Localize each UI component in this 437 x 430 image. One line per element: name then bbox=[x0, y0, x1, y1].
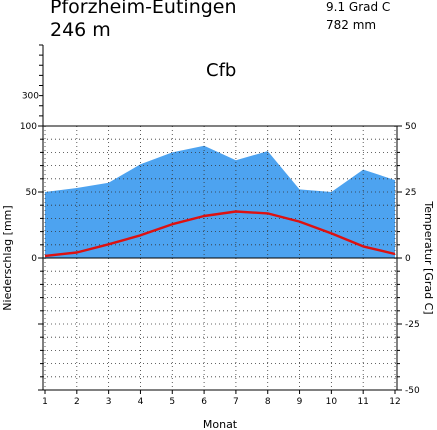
temperature-line bbox=[44, 210, 396, 258]
chart-grid bbox=[43, 126, 397, 390]
climate-classification: Cfb bbox=[206, 60, 237, 81]
x-tick-label: 7 bbox=[233, 397, 239, 407]
x-tick-label: 11 bbox=[357, 397, 368, 407]
x-tick-label: 4 bbox=[138, 397, 144, 407]
station-elevation: 246 m bbox=[50, 19, 111, 41]
station-name: Pforzheim-Eutingen bbox=[50, 0, 237, 18]
upper-precip-axis: 300 bbox=[22, 44, 44, 126]
x-tick-label: 6 bbox=[201, 397, 207, 407]
mean-temperature: 9.1 Grad C bbox=[326, 0, 391, 14]
y-axis-label-right: Temperatur [Grad C] bbox=[422, 200, 435, 314]
x-tick-label: 5 bbox=[169, 397, 175, 407]
precipitation-fill bbox=[45, 145, 395, 258]
left-tick-label: 100 bbox=[20, 122, 37, 132]
upper-tick-label: 300 bbox=[22, 92, 39, 102]
left-tick-label: 0 bbox=[31, 254, 37, 264]
precipitation-area bbox=[45, 145, 395, 258]
y-axis-label-left: Niederschlag [mm] bbox=[1, 205, 14, 310]
x-tick-label: 2 bbox=[74, 397, 80, 407]
annual-precipitation: 782 mm bbox=[326, 18, 377, 32]
right-tick-label: -25 bbox=[405, 320, 420, 330]
axis-ticks bbox=[38, 125, 402, 394]
x-tick-label: 8 bbox=[265, 397, 271, 407]
right-tick-label: 50 bbox=[405, 122, 417, 132]
x-axis-label: Monat bbox=[203, 418, 238, 430]
right-tick-label: -50 bbox=[405, 386, 420, 396]
x-tick-label: 1 bbox=[42, 397, 48, 407]
left-tick-label: 50 bbox=[26, 188, 38, 198]
x-tick-label: 9 bbox=[297, 397, 303, 407]
x-tick-label: 12 bbox=[389, 397, 400, 407]
right-tick-label: 0 bbox=[405, 254, 411, 264]
temperature-series bbox=[44, 210, 396, 258]
right-tick-label: 25 bbox=[405, 188, 416, 198]
x-tick-label: 3 bbox=[106, 397, 112, 407]
x-tick-label: 10 bbox=[326, 397, 338, 407]
